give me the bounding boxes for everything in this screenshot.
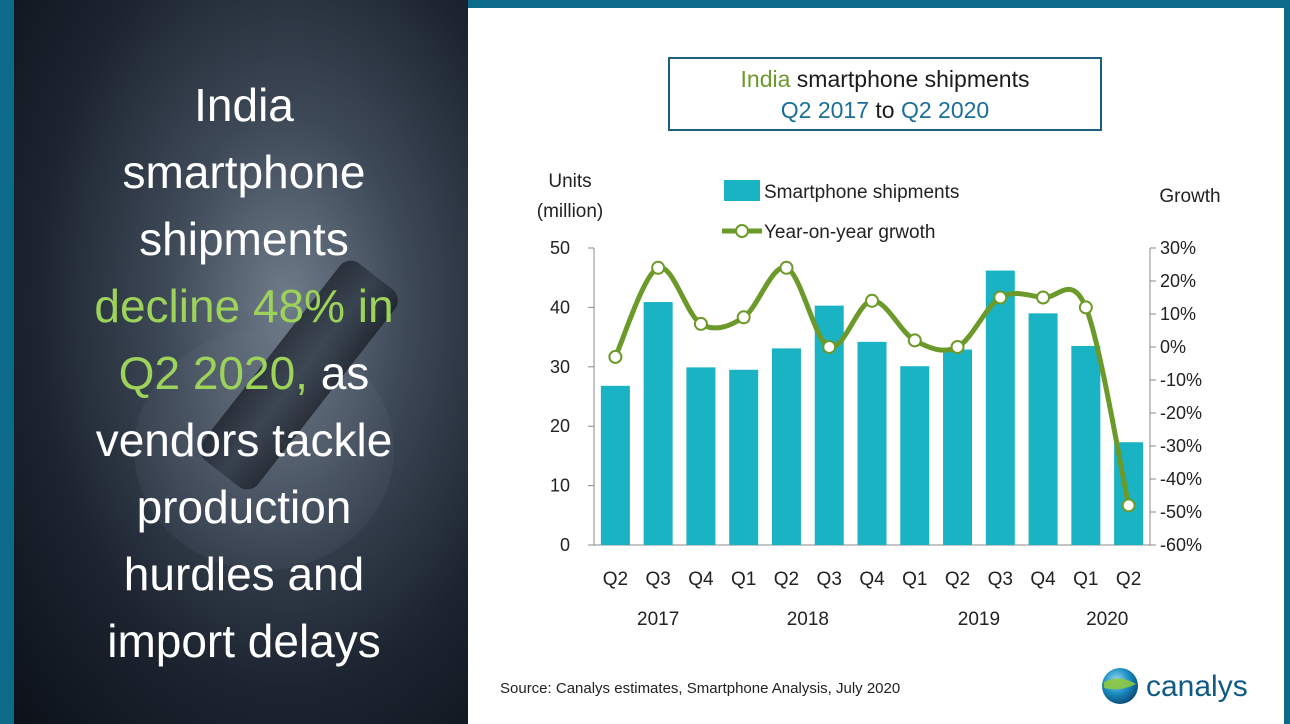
y-tick-label: 20 — [550, 416, 570, 436]
y-tick-label: 50 — [550, 238, 570, 258]
y2-tick-label: -40% — [1160, 469, 1202, 489]
headline-line: India — [194, 79, 294, 131]
title-country: India — [740, 66, 791, 92]
y2-tick-label: -60% — [1160, 535, 1202, 555]
y2-tick-label: -50% — [1160, 502, 1202, 522]
headline-text: as — [307, 347, 370, 399]
growth-point — [779, 260, 794, 275]
x-tick-label: Q3 — [988, 569, 1013, 590]
legend-bar-swatch — [724, 180, 760, 201]
x-tick-label: Q4 — [1030, 569, 1056, 590]
y2-tick-label: 20% — [1160, 271, 1196, 291]
photo-panel: India smartphone shipments decline 48% i… — [14, 0, 468, 724]
legend-line-marker — [735, 224, 749, 238]
bar — [771, 348, 801, 545]
growth-point — [651, 260, 666, 275]
bar — [1028, 313, 1058, 545]
growth-point — [907, 333, 922, 348]
x-year-label: 2017 — [637, 609, 679, 630]
source-note: Source: Canalys estimates, Smartphone An… — [500, 680, 901, 697]
bar — [1071, 346, 1101, 545]
y-axis-title: (million) — [537, 201, 604, 222]
x-tick-label: Q3 — [645, 569, 670, 590]
y-tick-label: 0 — [560, 535, 570, 555]
growth-point — [1036, 290, 1051, 305]
headline-line: smartphone — [122, 146, 366, 198]
title-to-word: to — [869, 97, 901, 123]
headline: India smartphone shipments decline 48% i… — [34, 72, 454, 675]
y-tick-label: 40 — [550, 297, 570, 317]
x-tick-label: Q2 — [774, 569, 799, 590]
y2-tick-label: -30% — [1160, 436, 1202, 456]
bar — [900, 366, 930, 545]
x-tick-label: Q1 — [731, 569, 756, 590]
logo-text: canalys — [1146, 670, 1248, 703]
bar — [686, 367, 716, 545]
x-year-label: 2019 — [958, 609, 1000, 630]
x-tick-label: Q1 — [902, 569, 927, 590]
growth-point — [950, 340, 965, 354]
title-text: smartphone shipments — [790, 66, 1030, 92]
x-tick-label: Q2 — [603, 569, 628, 590]
legend-bar-label: Smartphone shipments — [764, 182, 959, 203]
headline-line: shipments — [139, 213, 349, 265]
growth-point — [993, 290, 1008, 305]
bar — [943, 349, 973, 545]
growth-point — [608, 349, 623, 364]
growth-point — [736, 310, 751, 325]
x-tick-label: Q3 — [817, 569, 842, 590]
headline-line: import delays — [107, 615, 381, 667]
x-year-label: 2020 — [1086, 609, 1128, 630]
bar — [643, 302, 673, 545]
frame-top-border — [468, 0, 1290, 8]
title-to: Q2 2020 — [900, 97, 990, 123]
growth-point — [1078, 300, 1093, 315]
x-tick-label: Q1 — [1073, 569, 1098, 590]
y2-tick-label: 30% — [1160, 238, 1196, 258]
headline-line: vendors tackle — [95, 414, 393, 466]
x-tick-label: Q2 — [1116, 569, 1141, 590]
title-from: Q2 2017 — [780, 97, 870, 123]
legend-line-label: Year-on-year grwoth — [764, 222, 935, 243]
headline-highlight: Q2 2020, — [118, 347, 308, 399]
growth-point — [1121, 498, 1136, 513]
headline-line: production — [136, 481, 352, 533]
headline-highlight: decline 48% in — [94, 280, 394, 332]
y2-tick-label: -10% — [1160, 370, 1202, 390]
growth-point — [822, 340, 837, 354]
bar — [600, 385, 630, 545]
y2-axis-title: Growth — [1159, 186, 1220, 207]
bar — [857, 341, 887, 545]
bar — [729, 369, 759, 545]
headline-line: hurdles and — [123, 548, 365, 600]
y2-tick-label: 10% — [1160, 304, 1196, 324]
y2-tick-label: -20% — [1160, 403, 1202, 423]
x-tick-label: Q4 — [859, 569, 885, 590]
x-tick-label: Q2 — [945, 569, 970, 590]
y2-tick-label: 0% — [1160, 337, 1186, 357]
frame-left-border — [0, 0, 14, 724]
x-year-label: 2018 — [787, 609, 829, 630]
canalys-logo: canalys — [1102, 668, 1248, 704]
frame-right-border — [1284, 0, 1290, 724]
y-axis-title: Units — [548, 171, 591, 192]
y-tick-label: 30 — [550, 357, 570, 377]
x-tick-label: Q4 — [688, 569, 714, 590]
growth-point — [865, 293, 879, 308]
y-tick-label: 10 — [550, 476, 570, 496]
bar — [985, 270, 1015, 545]
chart-title-box: India smartphone shipments Q2 2017 to Q2… — [668, 57, 1102, 131]
globe-swoosh — [1104, 678, 1136, 690]
growth-point — [693, 316, 708, 331]
headline-line: Q2 2020, as — [34, 340, 454, 407]
